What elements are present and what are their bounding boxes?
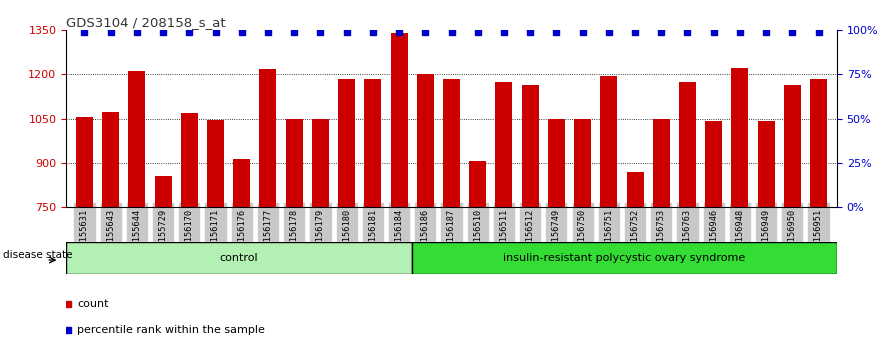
Bar (470, 161, 486, 354)
Bar (705, 121, 722, 354)
Bar (233, 159, 250, 354)
Bar (495, 82, 513, 354)
Bar (181, 113, 198, 354)
Bar (810, 79, 827, 354)
Bar (679, 82, 696, 354)
Bar (411, 242, 837, 274)
Bar (522, 85, 538, 354)
Bar (548, 119, 565, 354)
Bar (574, 119, 591, 354)
Bar (76, 117, 93, 354)
Bar (285, 119, 303, 354)
Bar (417, 74, 433, 354)
Bar (129, 72, 145, 354)
Bar (154, 176, 172, 354)
Bar (312, 119, 329, 354)
Bar (443, 79, 460, 354)
Bar (626, 172, 644, 354)
Bar (66, 242, 411, 274)
Bar (259, 69, 277, 354)
Text: disease state: disease state (4, 250, 73, 260)
Bar (102, 112, 119, 354)
Text: control: control (219, 253, 258, 263)
Bar (600, 76, 618, 354)
Bar (390, 33, 408, 354)
Bar (207, 120, 224, 354)
Text: GDS3104 / 208158_s_at: GDS3104 / 208158_s_at (66, 16, 226, 29)
Text: percentile rank within the sample: percentile rank within the sample (78, 325, 265, 335)
Text: count: count (78, 298, 108, 309)
Bar (758, 121, 774, 354)
Bar (338, 79, 355, 354)
Bar (653, 119, 670, 354)
Text: insulin-resistant polycystic ovary syndrome: insulin-resistant polycystic ovary syndr… (503, 253, 745, 263)
Bar (365, 79, 381, 354)
Bar (731, 68, 749, 354)
Bar (784, 85, 801, 354)
